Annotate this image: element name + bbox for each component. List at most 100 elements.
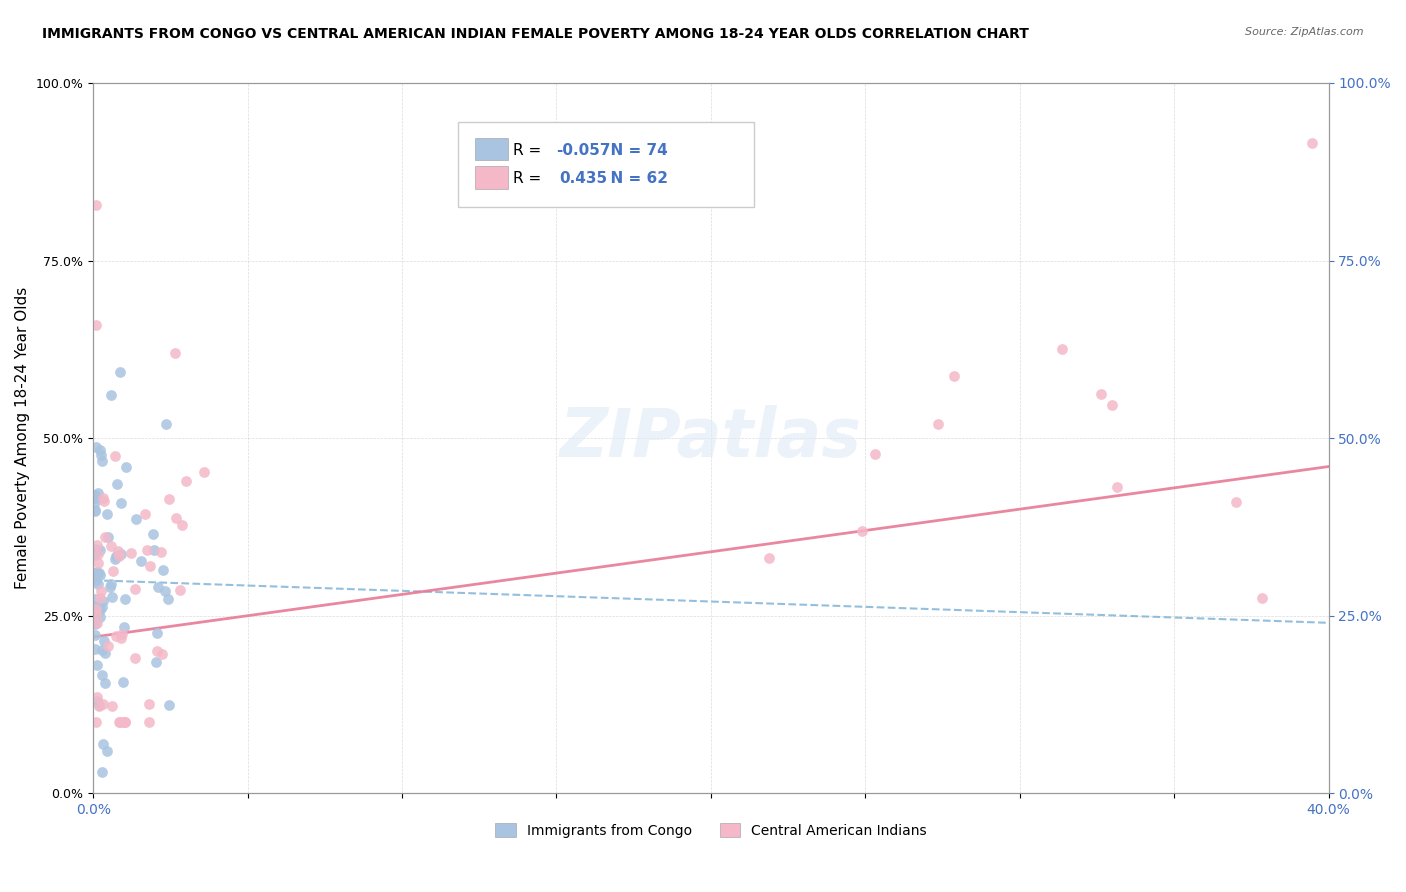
FancyBboxPatch shape bbox=[475, 166, 509, 189]
Point bbox=[153, 584, 176, 599]
Point bbox=[96, 743, 118, 757]
Point bbox=[86, 657, 108, 672]
Point bbox=[91, 594, 114, 608]
Point bbox=[84, 318, 107, 333]
Point bbox=[139, 559, 162, 574]
Point bbox=[1251, 591, 1274, 605]
Point bbox=[157, 491, 180, 506]
Point bbox=[89, 568, 111, 582]
Point bbox=[110, 547, 132, 561]
Point bbox=[83, 548, 105, 562]
Point bbox=[90, 454, 112, 468]
Point bbox=[87, 557, 110, 571]
Point bbox=[90, 600, 112, 615]
Point bbox=[84, 715, 107, 730]
Point bbox=[758, 551, 780, 566]
Text: N = 74: N = 74 bbox=[600, 143, 668, 158]
Point bbox=[93, 633, 115, 648]
Point bbox=[94, 530, 117, 544]
Point bbox=[100, 387, 122, 401]
Point bbox=[114, 715, 136, 730]
Point bbox=[114, 715, 136, 730]
Point bbox=[134, 507, 156, 521]
Point bbox=[110, 632, 132, 646]
Point bbox=[1050, 343, 1073, 357]
Point bbox=[86, 547, 108, 561]
Point bbox=[112, 620, 135, 634]
Point bbox=[98, 581, 121, 595]
Point bbox=[129, 554, 152, 568]
Point bbox=[125, 512, 148, 526]
Point bbox=[101, 699, 124, 714]
Point bbox=[84, 607, 107, 621]
Point bbox=[101, 564, 124, 578]
Point bbox=[145, 655, 167, 669]
Point bbox=[174, 474, 197, 488]
Point bbox=[84, 628, 107, 642]
Point bbox=[193, 466, 215, 480]
Point bbox=[100, 576, 122, 591]
Point bbox=[90, 448, 112, 462]
Point bbox=[124, 650, 146, 665]
Point bbox=[150, 544, 173, 558]
Point bbox=[86, 599, 108, 613]
Point bbox=[114, 459, 136, 474]
Point bbox=[89, 603, 111, 617]
Point bbox=[150, 647, 173, 661]
Point bbox=[83, 616, 105, 631]
Point bbox=[142, 527, 165, 541]
Point bbox=[84, 197, 107, 211]
Point bbox=[83, 504, 105, 518]
Point bbox=[86, 565, 108, 579]
Point bbox=[104, 552, 127, 566]
Point bbox=[163, 345, 186, 359]
Point bbox=[112, 715, 135, 730]
Point bbox=[107, 715, 129, 730]
Point bbox=[94, 646, 117, 660]
Point bbox=[1101, 398, 1123, 412]
Point bbox=[927, 417, 949, 431]
Point bbox=[169, 582, 191, 597]
Point bbox=[120, 547, 142, 561]
Point bbox=[96, 507, 118, 521]
Point bbox=[90, 668, 112, 682]
Point bbox=[157, 591, 180, 606]
Point bbox=[146, 581, 169, 595]
Point bbox=[97, 531, 120, 545]
Point bbox=[83, 617, 105, 632]
Point bbox=[86, 566, 108, 580]
Point bbox=[84, 542, 107, 557]
Point bbox=[138, 698, 160, 712]
Point bbox=[86, 542, 108, 557]
Point bbox=[105, 549, 128, 563]
Legend: Immigrants from Congo, Central American Indians: Immigrants from Congo, Central American … bbox=[489, 817, 932, 843]
Point bbox=[851, 524, 873, 539]
Point bbox=[86, 485, 108, 500]
Point bbox=[863, 448, 886, 462]
Point bbox=[86, 690, 108, 705]
Point bbox=[89, 442, 111, 457]
Point bbox=[89, 698, 111, 713]
Point bbox=[93, 494, 115, 508]
Point bbox=[145, 625, 167, 640]
FancyBboxPatch shape bbox=[475, 137, 509, 161]
Text: R =: R = bbox=[513, 171, 551, 186]
Text: -0.057: -0.057 bbox=[557, 143, 612, 158]
Point bbox=[1225, 495, 1247, 509]
Point bbox=[104, 630, 127, 644]
Text: 0.435: 0.435 bbox=[560, 171, 607, 186]
Point bbox=[89, 584, 111, 599]
Point bbox=[107, 549, 129, 563]
Text: ZIPatlas: ZIPatlas bbox=[560, 405, 862, 471]
Point bbox=[83, 491, 105, 505]
Text: IMMIGRANTS FROM CONGO VS CENTRAL AMERICAN INDIAN FEMALE POVERTY AMONG 18-24 YEAR: IMMIGRANTS FROM CONGO VS CENTRAL AMERICA… bbox=[42, 27, 1029, 41]
Point bbox=[86, 694, 108, 708]
Point bbox=[83, 545, 105, 559]
Point bbox=[97, 639, 120, 653]
Point bbox=[1107, 480, 1129, 494]
Text: N = 62: N = 62 bbox=[600, 171, 668, 186]
Point bbox=[90, 642, 112, 657]
Point bbox=[110, 365, 132, 379]
Point bbox=[142, 542, 165, 557]
Point bbox=[93, 697, 115, 711]
